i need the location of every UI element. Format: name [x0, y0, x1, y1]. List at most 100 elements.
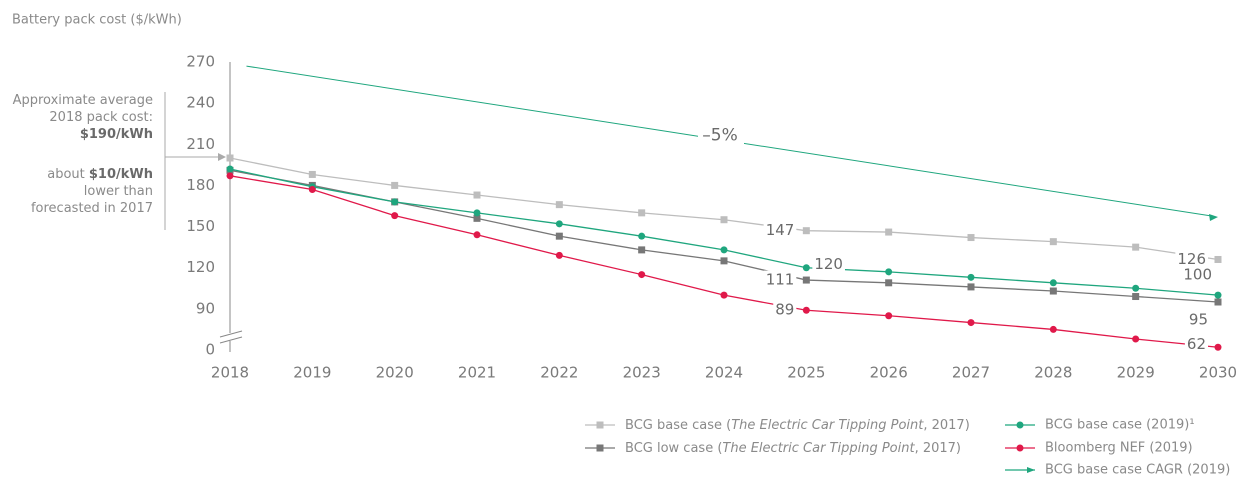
- annotation-line: Approximate average: [13, 93, 153, 108]
- series-line: [229, 157, 1219, 261]
- point: [885, 228, 893, 236]
- annotation-text: Approximate average: [13, 93, 153, 108]
- point: [720, 291, 728, 299]
- point: [638, 209, 646, 217]
- point: [308, 186, 316, 194]
- legend-marker: [1016, 421, 1024, 429]
- data-label: 147: [766, 221, 795, 239]
- point: [967, 234, 975, 242]
- y-tick-label: 90: [196, 299, 215, 317]
- legend-label: BCG low case (The Electric Car Tipping P…: [625, 441, 961, 456]
- point: [885, 279, 893, 287]
- annotation-line: about $10/kWh: [47, 167, 153, 182]
- data-label-bg: [763, 270, 797, 289]
- point: [720, 257, 728, 265]
- series-line: [229, 168, 1219, 296]
- x-tick-label: 2030: [1199, 364, 1237, 382]
- legend-marker: [596, 444, 604, 452]
- point: [802, 227, 810, 235]
- point: [885, 268, 893, 276]
- point: [391, 212, 399, 220]
- legend-marker: [596, 421, 604, 429]
- point: [802, 264, 810, 272]
- data-label-bg: [812, 255, 845, 274]
- x-tick-label: 2018: [211, 364, 249, 382]
- y-tick-label: 120: [186, 258, 215, 276]
- x-tick-label: 2023: [623, 364, 661, 382]
- point: [1132, 284, 1140, 292]
- point: [1214, 255, 1222, 263]
- annotation-text: 2018 pack cost:: [49, 110, 153, 125]
- point: [1214, 343, 1222, 351]
- legend-marker: [1027, 467, 1035, 473]
- cagr-arrowhead: [1209, 213, 1218, 221]
- point: [555, 251, 563, 259]
- point: [1049, 238, 1057, 246]
- point: [555, 220, 563, 228]
- point: [802, 276, 810, 284]
- y-tick-label: 210: [186, 135, 215, 153]
- x-tick-label: 2021: [458, 364, 496, 382]
- y-tick-label: 240: [186, 94, 215, 112]
- point: [1132, 243, 1140, 251]
- x-tick-label: 2029: [1117, 364, 1155, 382]
- legend-label: BCG base case (The Electric Car Tipping …: [625, 418, 970, 433]
- y-tick-label: 270: [186, 53, 215, 71]
- point: [473, 214, 481, 222]
- point: [1049, 325, 1057, 333]
- point: [473, 191, 481, 199]
- point: [555, 201, 563, 209]
- point: [391, 198, 399, 206]
- legend-marker: [1016, 444, 1024, 452]
- data-label-bg: [1181, 265, 1214, 284]
- point: [885, 312, 893, 320]
- y-tick-label: 150: [186, 217, 215, 235]
- point: [638, 232, 646, 240]
- x-tick-label: 2019: [293, 364, 331, 382]
- legend-label: BCG base case CAGR (2019): [1045, 463, 1230, 478]
- data-label: 89: [775, 301, 794, 319]
- point: [967, 273, 975, 281]
- cagr-label-bg: [698, 125, 744, 146]
- data-label: 120: [814, 255, 843, 273]
- x-tick-label: 2028: [1034, 364, 1072, 382]
- y-tick-label: 0: [205, 341, 215, 359]
- point: [1049, 287, 1057, 295]
- x-tick-label: 2027: [952, 364, 990, 382]
- point: [1049, 279, 1057, 287]
- annotation-text: $190/kWh: [80, 127, 153, 142]
- data-label: 126: [1177, 250, 1206, 268]
- point: [226, 154, 234, 162]
- legend-label: Bloomberg NEF (2019): [1045, 441, 1193, 456]
- point: [720, 216, 728, 224]
- annotation-text: about: [47, 167, 89, 182]
- annotation-line: forecasted in 2017: [31, 201, 153, 216]
- annotation-arrowhead: [218, 153, 226, 161]
- axis-break-mark: [219, 336, 243, 344]
- legend-label: BCG base case (2019)¹: [1045, 418, 1195, 433]
- point: [638, 271, 646, 279]
- point: [638, 246, 646, 254]
- data-label-bg: [1186, 310, 1210, 329]
- axis-break-gap: [220, 333, 240, 341]
- annotation-line: lower than: [84, 184, 153, 199]
- x-tick-label: 2024: [705, 364, 743, 382]
- point: [967, 283, 975, 291]
- point: [1214, 298, 1222, 306]
- data-label: 111: [766, 271, 795, 289]
- point: [720, 246, 728, 254]
- series-line: [229, 169, 1219, 303]
- annotation-line: $190/kWh: [80, 127, 153, 142]
- data-label-bg: [773, 300, 797, 319]
- point: [555, 232, 563, 240]
- x-tick-label: 2026: [870, 364, 908, 382]
- x-tick-label: 2025: [787, 364, 825, 382]
- chart-title: Battery pack cost ($/kWh): [12, 13, 182, 28]
- annotation-text: lower than: [84, 184, 153, 199]
- point: [308, 170, 316, 178]
- annotation-text: forecasted in 2017: [31, 201, 153, 216]
- point: [802, 306, 810, 314]
- data-label-bg: [763, 221, 797, 240]
- cagr-label: –5%: [702, 126, 737, 146]
